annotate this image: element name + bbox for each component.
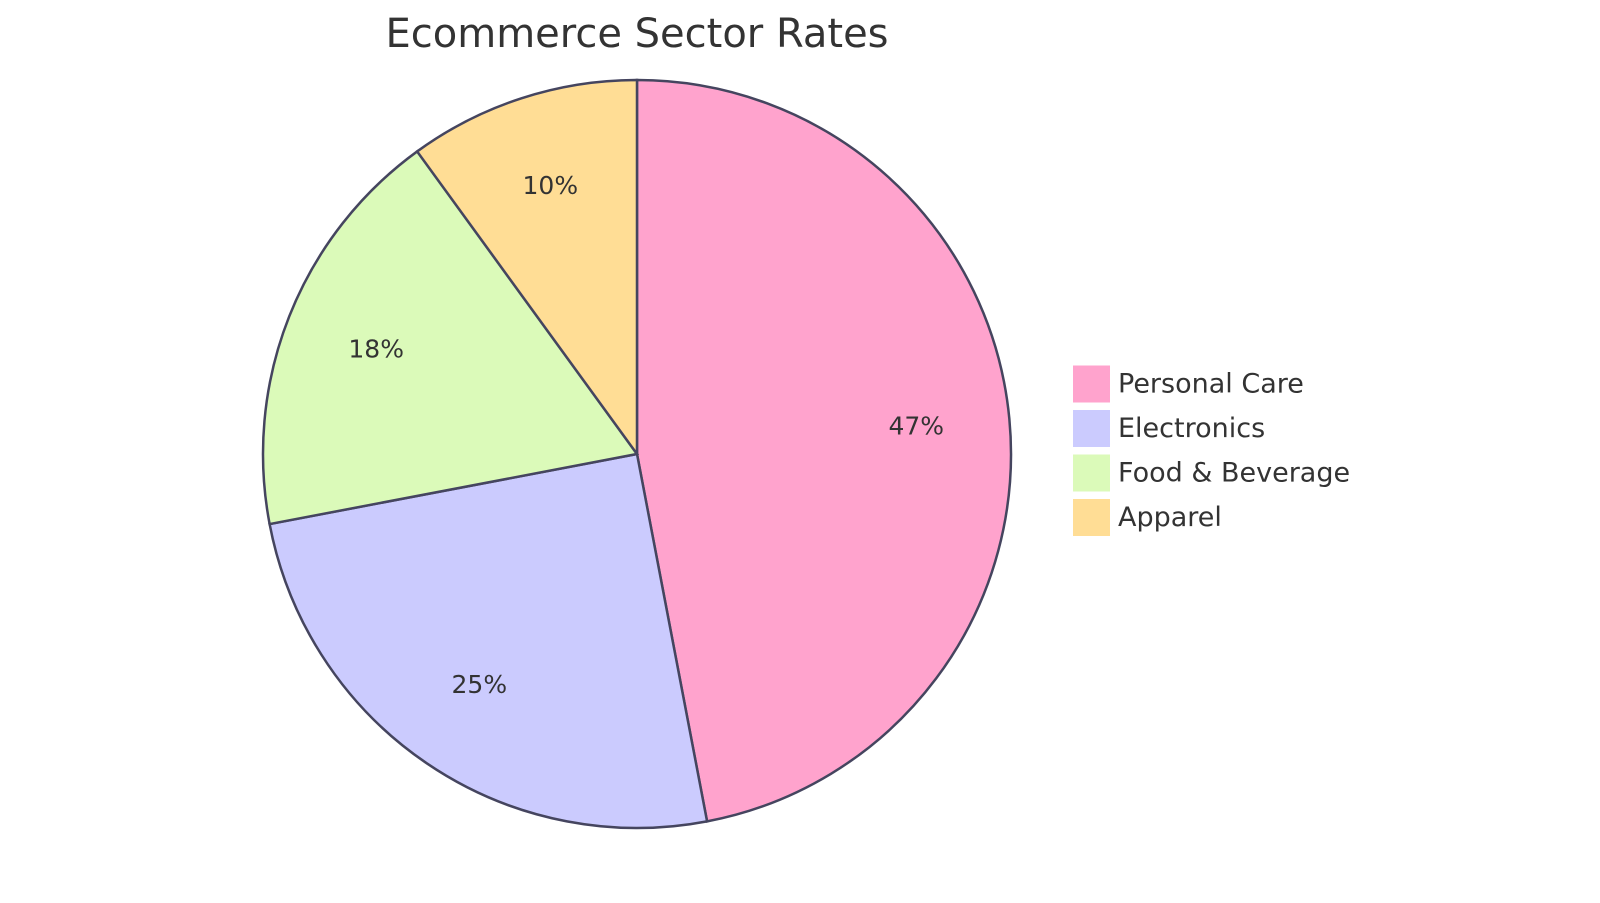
pie-slice — [415, 78, 639, 458]
pie-slice — [635, 78, 1013, 823]
legend-label: Apparel — [1118, 502, 1222, 533]
legend-swatch — [1073, 454, 1110, 492]
pie-slice — [268, 452, 709, 830]
legend-swatch — [1073, 499, 1110, 536]
legend-label: Food & Beverage — [1118, 458, 1350, 489]
legend-label: Personal Care — [1118, 369, 1304, 400]
slice-label: 25% — [452, 670, 508, 699]
chart-title: Ecommerce Sector Rates — [385, 11, 888, 57]
legend-swatch — [1073, 365, 1110, 403]
legend-label: Electronics — [1118, 413, 1265, 444]
pie-slice — [261, 149, 640, 526]
slice-label: 10% — [523, 171, 579, 200]
legend-swatch — [1073, 410, 1110, 447]
slice-label: 18% — [348, 335, 404, 364]
slice-label: 47% — [888, 412, 944, 441]
